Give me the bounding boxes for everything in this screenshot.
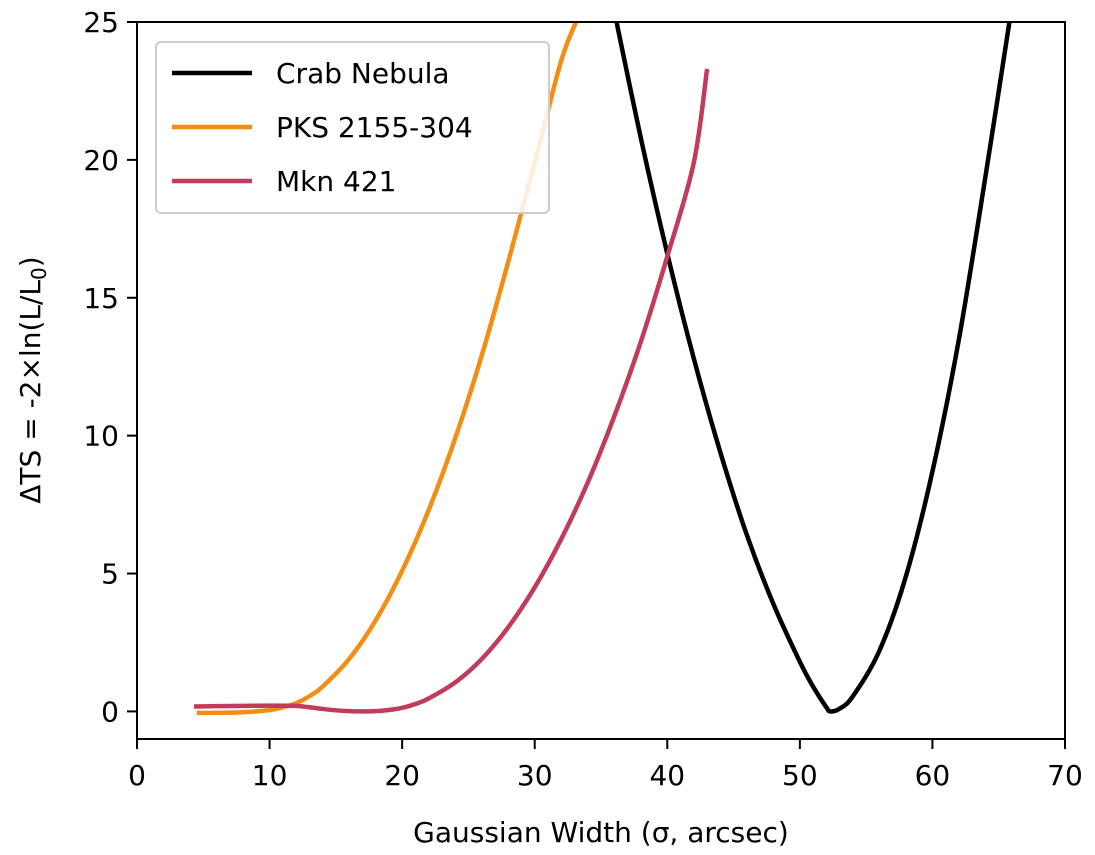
legend-label-crab-nebula: Crab Nebula [276,57,450,90]
legend-box [155,41,550,214]
y-axis-label-subscript: 0 [27,267,51,280]
legend: Crab Nebula PKS 2155-304 Mkn 421 [155,41,550,214]
series-line-crab-nebula [614,22,1012,714]
x-tick-label: 70 [1047,759,1083,792]
series-line-pks-2155-304 [196,22,579,716]
x-tick-label: 50 [782,759,818,792]
x-axis-label: Gaussian Width (σ, arcsec) [413,816,789,849]
legend-label-pks-2155-304: PKS 2155-304 [276,111,473,144]
y-axis-label: ΔTS = -2×ln(L/L0) [14,256,51,503]
y-tick-label: 20 [83,144,119,177]
y-axis-ticks: 0 5 10 15 20 25 [83,6,137,728]
y-axis-label-main: ΔTS = -2×ln(L/L [14,280,47,504]
x-tick-label: 20 [384,759,420,792]
y-tick-label: 5 [101,558,119,591]
plot-frame [136,21,1066,740]
x-tick-label: 0 [128,759,146,792]
x-axis-ticks: 0 10 20 30 40 50 60 70 [128,739,1083,792]
legend-label-mkn-421: Mkn 421 [276,165,396,198]
x-tick-label: 10 [252,759,288,792]
series-group [193,22,1012,716]
y-tick-label: 15 [83,282,119,315]
series-line-mkn-421 [193,68,710,714]
y-axis-label-close: ) [14,256,47,267]
y-tick-label: 25 [83,6,119,39]
y-tick-label: 0 [101,695,119,728]
y-tick-label: 10 [83,420,119,453]
x-tick-label: 60 [915,759,951,792]
x-tick-label: 30 [517,759,553,792]
x-tick-label: 40 [649,759,685,792]
